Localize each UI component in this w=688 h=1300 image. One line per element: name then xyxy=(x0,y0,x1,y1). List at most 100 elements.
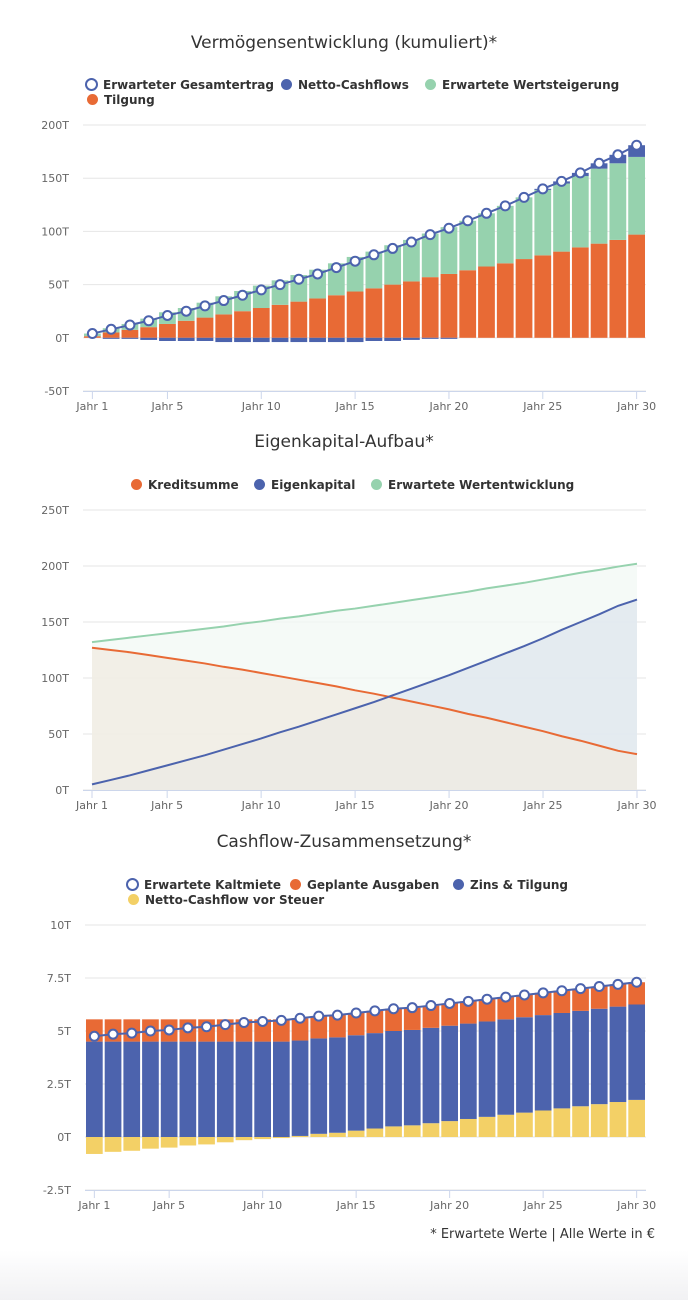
bar-erwartete-wertsteigerung xyxy=(496,205,514,264)
bar-netto-cashflow-vor-steuer xyxy=(216,1137,234,1143)
legend-item-tilgung[interactable]: Tilgung xyxy=(87,93,155,107)
bar-zins-tilgung xyxy=(291,1040,309,1136)
line-point xyxy=(631,976,643,988)
bar-zins-tilgung xyxy=(516,1017,533,1113)
legend-item-gesamtertrag[interactable]: Erwarteter Gesamtertrag xyxy=(85,78,274,92)
chart1-plot: -50T 0T 50T 100T 150T 200T Jahr 1 Jahr 5 Jahr 10… xyxy=(41,119,656,413)
line-point xyxy=(462,995,474,1007)
circle-icon xyxy=(290,879,301,890)
x-tick-label: Jahr 25 xyxy=(522,400,562,413)
line-point xyxy=(105,323,117,335)
bar-netto-cashflows xyxy=(384,337,402,341)
bar-tilgung xyxy=(159,323,176,338)
line-point xyxy=(274,279,286,291)
bar-geplante-ausgaben xyxy=(478,999,496,1022)
bar-zins-tilgung xyxy=(441,1025,458,1122)
bar-tilgung xyxy=(628,234,645,338)
bar-geplante-ausgaben xyxy=(291,1018,309,1041)
legend-item-kaltmiete[interactable]: Erwartete Kaltmiete xyxy=(126,878,281,892)
line-point xyxy=(424,229,436,241)
bar-zins-tilgung xyxy=(86,1041,103,1137)
line-point xyxy=(593,980,605,992)
bar-tilgung xyxy=(102,332,120,338)
line-point xyxy=(631,139,643,151)
circle-icon xyxy=(281,79,292,90)
area-line-kreditsumme xyxy=(91,646,638,756)
bar-netto-cashflow-vor-steuer xyxy=(273,1137,290,1139)
bar-netto-cashflow-vor-steuer xyxy=(160,1137,178,1148)
legend-item-eigenkapital[interactable]: Eigenkapital xyxy=(254,478,355,492)
bar-tilgung xyxy=(271,304,289,338)
legend-item-netto-cashflow[interactable]: Netto-Cashflow vor Steuer xyxy=(128,893,324,907)
bar-netto-cashflow-vor-steuer xyxy=(142,1137,159,1149)
bar-geplante-ausgaben xyxy=(366,1010,384,1034)
bar-netto-cashflows xyxy=(628,145,645,157)
legend-item-wertentwicklung[interactable]: Erwartete Wertentwicklung xyxy=(371,478,574,492)
y-tick-label: 150T xyxy=(41,172,69,185)
line-point xyxy=(593,157,605,169)
bar-geplante-ausgaben xyxy=(609,984,627,1007)
x-tick-label: Jahr 20 xyxy=(429,1199,469,1212)
bar-erwartete-wertsteigerung xyxy=(590,168,608,244)
legend-item-zins-tilgung[interactable]: Zins & Tilgung xyxy=(453,878,568,892)
y-tick-label: 200T xyxy=(41,560,69,573)
line-point xyxy=(219,1019,231,1031)
bar-erwartete-wertsteigerung xyxy=(515,197,533,260)
legend-item-netto-cashflows[interactable]: Netto-Cashflows xyxy=(281,78,409,92)
line-point xyxy=(199,300,211,312)
line-point xyxy=(201,1021,213,1033)
bar-tilgung xyxy=(515,259,533,338)
x-tick-label: Jahr 20 xyxy=(428,400,468,413)
chart2-legend: Kreditsumme Eigenkapital Erwartete Werte… xyxy=(0,478,688,494)
bar-zins-tilgung xyxy=(385,1031,402,1127)
bar-netto-cashflows xyxy=(309,337,326,343)
bar-zins-tilgung xyxy=(347,1035,365,1131)
bar-zins-tilgung xyxy=(478,1021,496,1117)
bar-tilgung xyxy=(140,327,158,338)
bar-netto-cashflow-vor-steuer xyxy=(516,1112,533,1137)
y-tick-label: 10T xyxy=(50,919,71,932)
y-tick-label: 200T xyxy=(41,119,69,132)
bar-zins-tilgung xyxy=(590,1008,608,1105)
circle-icon xyxy=(425,79,436,90)
line-point xyxy=(331,1009,343,1021)
bar-erwartete-wertsteigerung xyxy=(553,183,570,252)
legend-item-wertsteigerung[interactable]: Erwartete Wertsteigerung xyxy=(425,78,619,92)
bar-tilgung xyxy=(327,295,345,338)
x-tick-label: Jahr 10 xyxy=(241,799,281,812)
circle-icon xyxy=(371,479,382,490)
bar-netto-cashflow-vor-steuer xyxy=(385,1126,402,1137)
line-point xyxy=(500,991,512,1003)
bar-zins-tilgung xyxy=(310,1038,328,1134)
y-tick-label: -50T xyxy=(44,385,69,398)
bar-geplante-ausgaben xyxy=(347,1012,365,1036)
bar-geplante-ausgaben xyxy=(441,1003,458,1026)
bar-erwartete-wertsteigerung xyxy=(403,239,420,282)
line-point xyxy=(218,295,230,307)
legend-label: Netto-Cashflow vor Steuer xyxy=(145,893,325,907)
bar-tilgung xyxy=(478,266,495,338)
bar-netto-cashflows xyxy=(327,337,345,343)
bar-erwartete-wertsteigerung xyxy=(478,213,495,267)
bar-netto-cashflow-vor-steuer xyxy=(590,1104,608,1137)
bar-tilgung xyxy=(309,298,326,338)
line-point xyxy=(368,249,380,261)
line-point xyxy=(349,255,361,267)
bar-tilgung xyxy=(571,247,589,338)
bar-tilgung xyxy=(234,311,251,338)
bar-zins-tilgung xyxy=(104,1041,122,1137)
line-point xyxy=(388,1003,400,1015)
circle-icon xyxy=(128,894,139,905)
bar-zins-tilgung xyxy=(534,1015,552,1111)
line-point xyxy=(161,309,173,321)
legend-label: Erwarteter Gesamtertrag xyxy=(103,78,274,92)
x-tick-label: Jahr 1 xyxy=(77,1199,110,1212)
x-tick-label: Jahr 10 xyxy=(242,1199,282,1212)
line-point xyxy=(350,1007,362,1019)
y-tick-label: 0T xyxy=(55,332,69,345)
line-point xyxy=(574,167,586,179)
legend-item-kreditsumme[interactable]: Kreditsumme xyxy=(131,478,239,492)
legend-item-ausgaben[interactable]: Geplante Ausgaben xyxy=(290,878,439,892)
x-tick-label: Jahr 1 xyxy=(75,799,108,812)
bar-zins-tilgung xyxy=(179,1041,197,1137)
